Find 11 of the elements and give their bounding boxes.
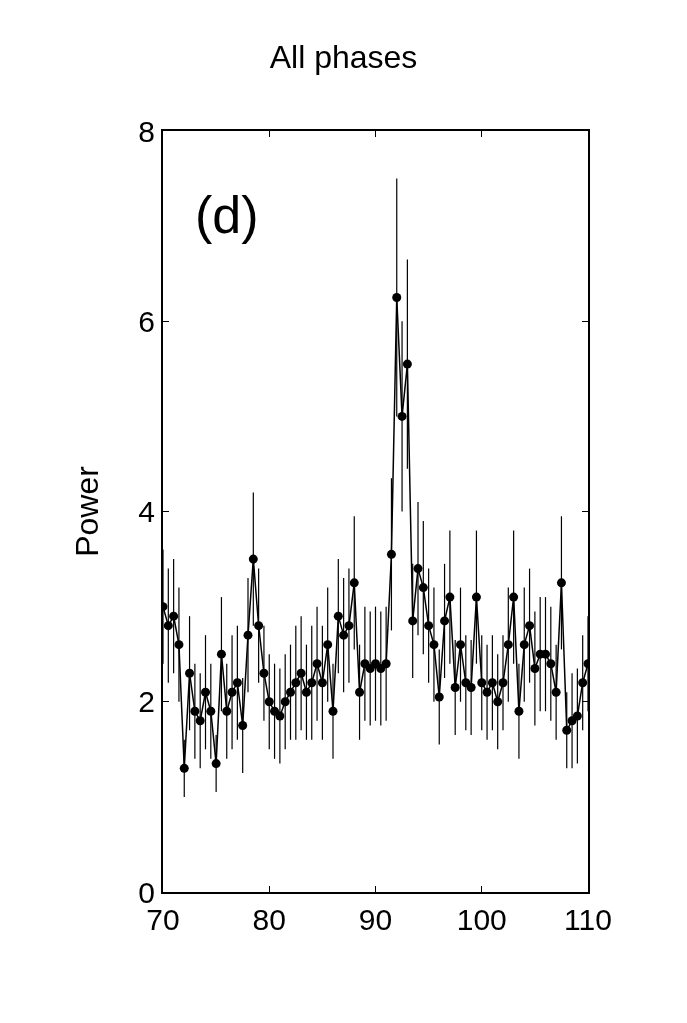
y-axis-title: Power bbox=[69, 465, 106, 557]
y-tick-label: 8 bbox=[138, 114, 155, 148]
annotation: (d) bbox=[195, 186, 259, 244]
y-tick-label: 6 bbox=[138, 304, 155, 338]
x-tick-label: 110 bbox=[564, 903, 612, 936]
x-tick-label: 90 bbox=[358, 903, 393, 936]
y-tick-label: 2 bbox=[138, 685, 155, 719]
chart-title: All phases bbox=[269, 39, 418, 76]
y-tick-label: 4 bbox=[138, 495, 155, 528]
x-tick-label: 100 bbox=[456, 903, 507, 936]
x-tick-label: 80 bbox=[252, 903, 286, 936]
